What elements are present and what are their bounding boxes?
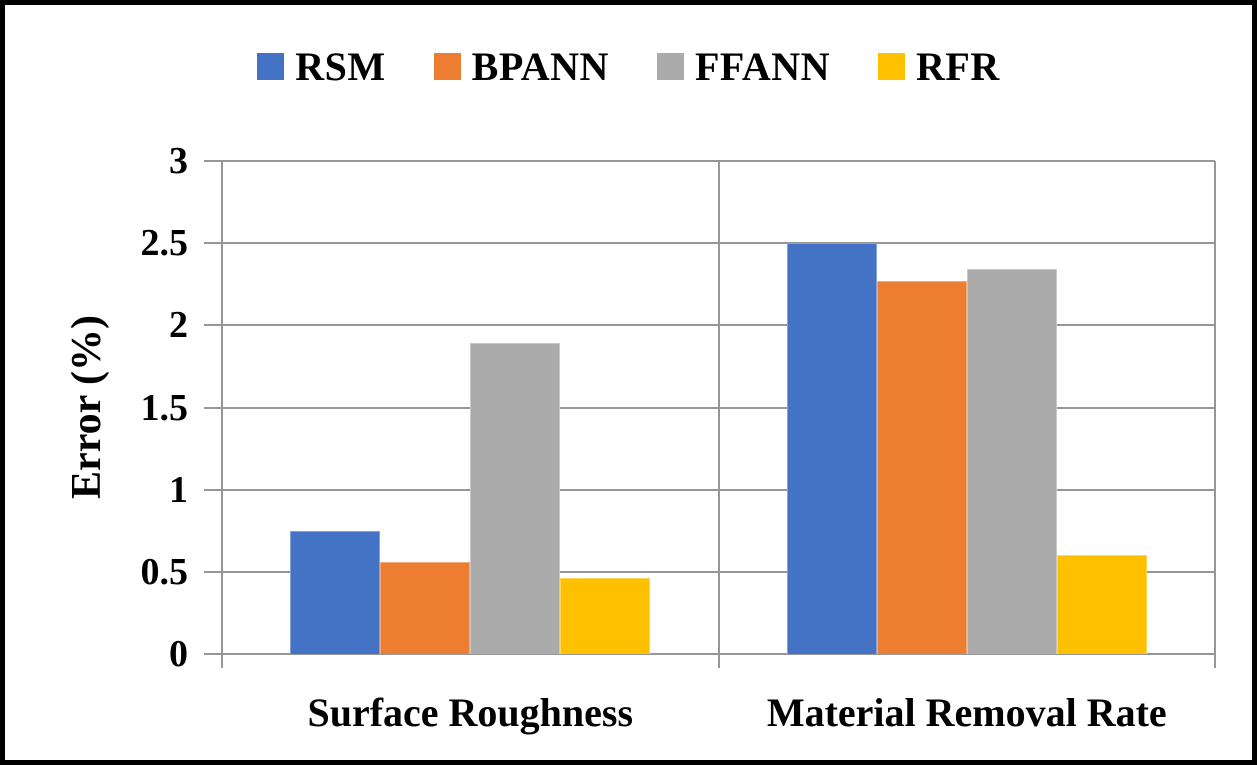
y-tick-label-0.5: 0.5: [140, 550, 189, 593]
x-axis-label-material-removal-rate: Material Removal Rate: [766, 690, 1167, 735]
y-tick-2.5: [204, 242, 222, 245]
y-tick-3: [204, 160, 222, 162]
bar-bpann-surface-roughness: [380, 561, 471, 654]
legend-item-rfr: RFR: [878, 43, 1000, 90]
bar-ffann-material-removal-rate: [966, 269, 1057, 654]
y-tick-label-3: 3: [169, 140, 188, 182]
bar-bpann-material-removal-rate: [876, 280, 967, 654]
bar-rfr-surface-roughness: [560, 578, 651, 654]
legend-swatch-rfr-icon: [878, 53, 906, 80]
bar-rfr-material-removal-rate: [1056, 555, 1147, 654]
y-tick-label-1.5: 1.5: [140, 386, 189, 429]
legend-label: BPANN: [471, 44, 609, 89]
bar-rsm-material-removal-rate: [786, 243, 877, 654]
legend-label: FFANN: [694, 44, 831, 89]
bar-rsm-surface-roughness: [290, 530, 381, 654]
legend-item-rsm: RSM: [257, 43, 385, 90]
legend-label: RFR: [916, 44, 1000, 89]
y-tick-label-0: 0: [169, 633, 188, 675]
y-tick-2: [204, 324, 222, 327]
plot-right-border: [1214, 161, 1216, 668]
legend-swatch-ffann-icon: [656, 53, 684, 80]
y-tick-0: [204, 653, 222, 655]
legend-item-bpann: BPANN: [433, 43, 609, 90]
x-axis-label-surface-roughness: Surface Roughness: [307, 690, 634, 735]
bar-ffann-surface-roughness: [470, 343, 561, 654]
legend-item-ffann: FFANN: [656, 43, 831, 90]
y-tick-1.5: [204, 406, 222, 409]
y-tick-1: [204, 488, 222, 491]
legend-swatch-rsm-icon: [257, 53, 285, 80]
legend-label: RSM: [295, 44, 386, 89]
y-tick-label-1: 1: [169, 468, 188, 511]
y-tick-label-2.5: 2.5: [140, 222, 189, 265]
y-tick-0.5: [204, 570, 222, 573]
y-tick-label-2: 2: [169, 304, 188, 347]
y-axis-line: [221, 161, 223, 668]
category-divider-line: [717, 161, 720, 668]
legend: RSM BPANN FFANN RFR: [5, 43, 1252, 90]
legend-swatch-bpann-icon: [433, 53, 461, 80]
